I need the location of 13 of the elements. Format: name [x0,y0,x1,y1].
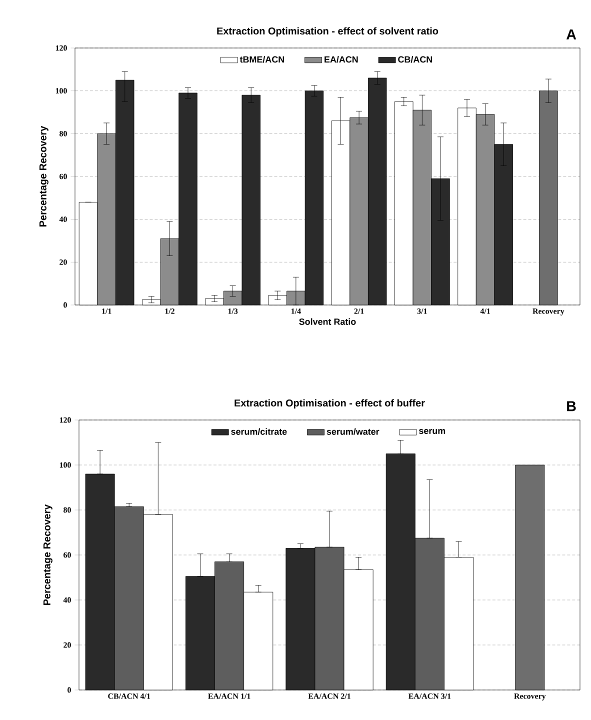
legend-label: EA/ACN [324,56,358,63]
legend-label: serum/citrate [231,428,287,435]
legend-label: tBME/ACN [240,56,284,63]
legend-label: serum/water [326,428,380,435]
chart-title: Extraction Optimisation - effect of buffer [234,399,425,408]
chart-title: Extraction Optimisation - effect of solvent ratio [217,27,438,36]
y-axis-title: Percentage Recovery [43,504,52,605]
legend-label: serum [419,429,446,434]
legend-label: CB/ACN [398,56,432,63]
text: B [567,401,576,412]
text: A [566,29,576,40]
y-axis-title: Percentage Recovery [39,126,48,226]
x-axis-title: Solvent Ratio [299,318,356,325]
